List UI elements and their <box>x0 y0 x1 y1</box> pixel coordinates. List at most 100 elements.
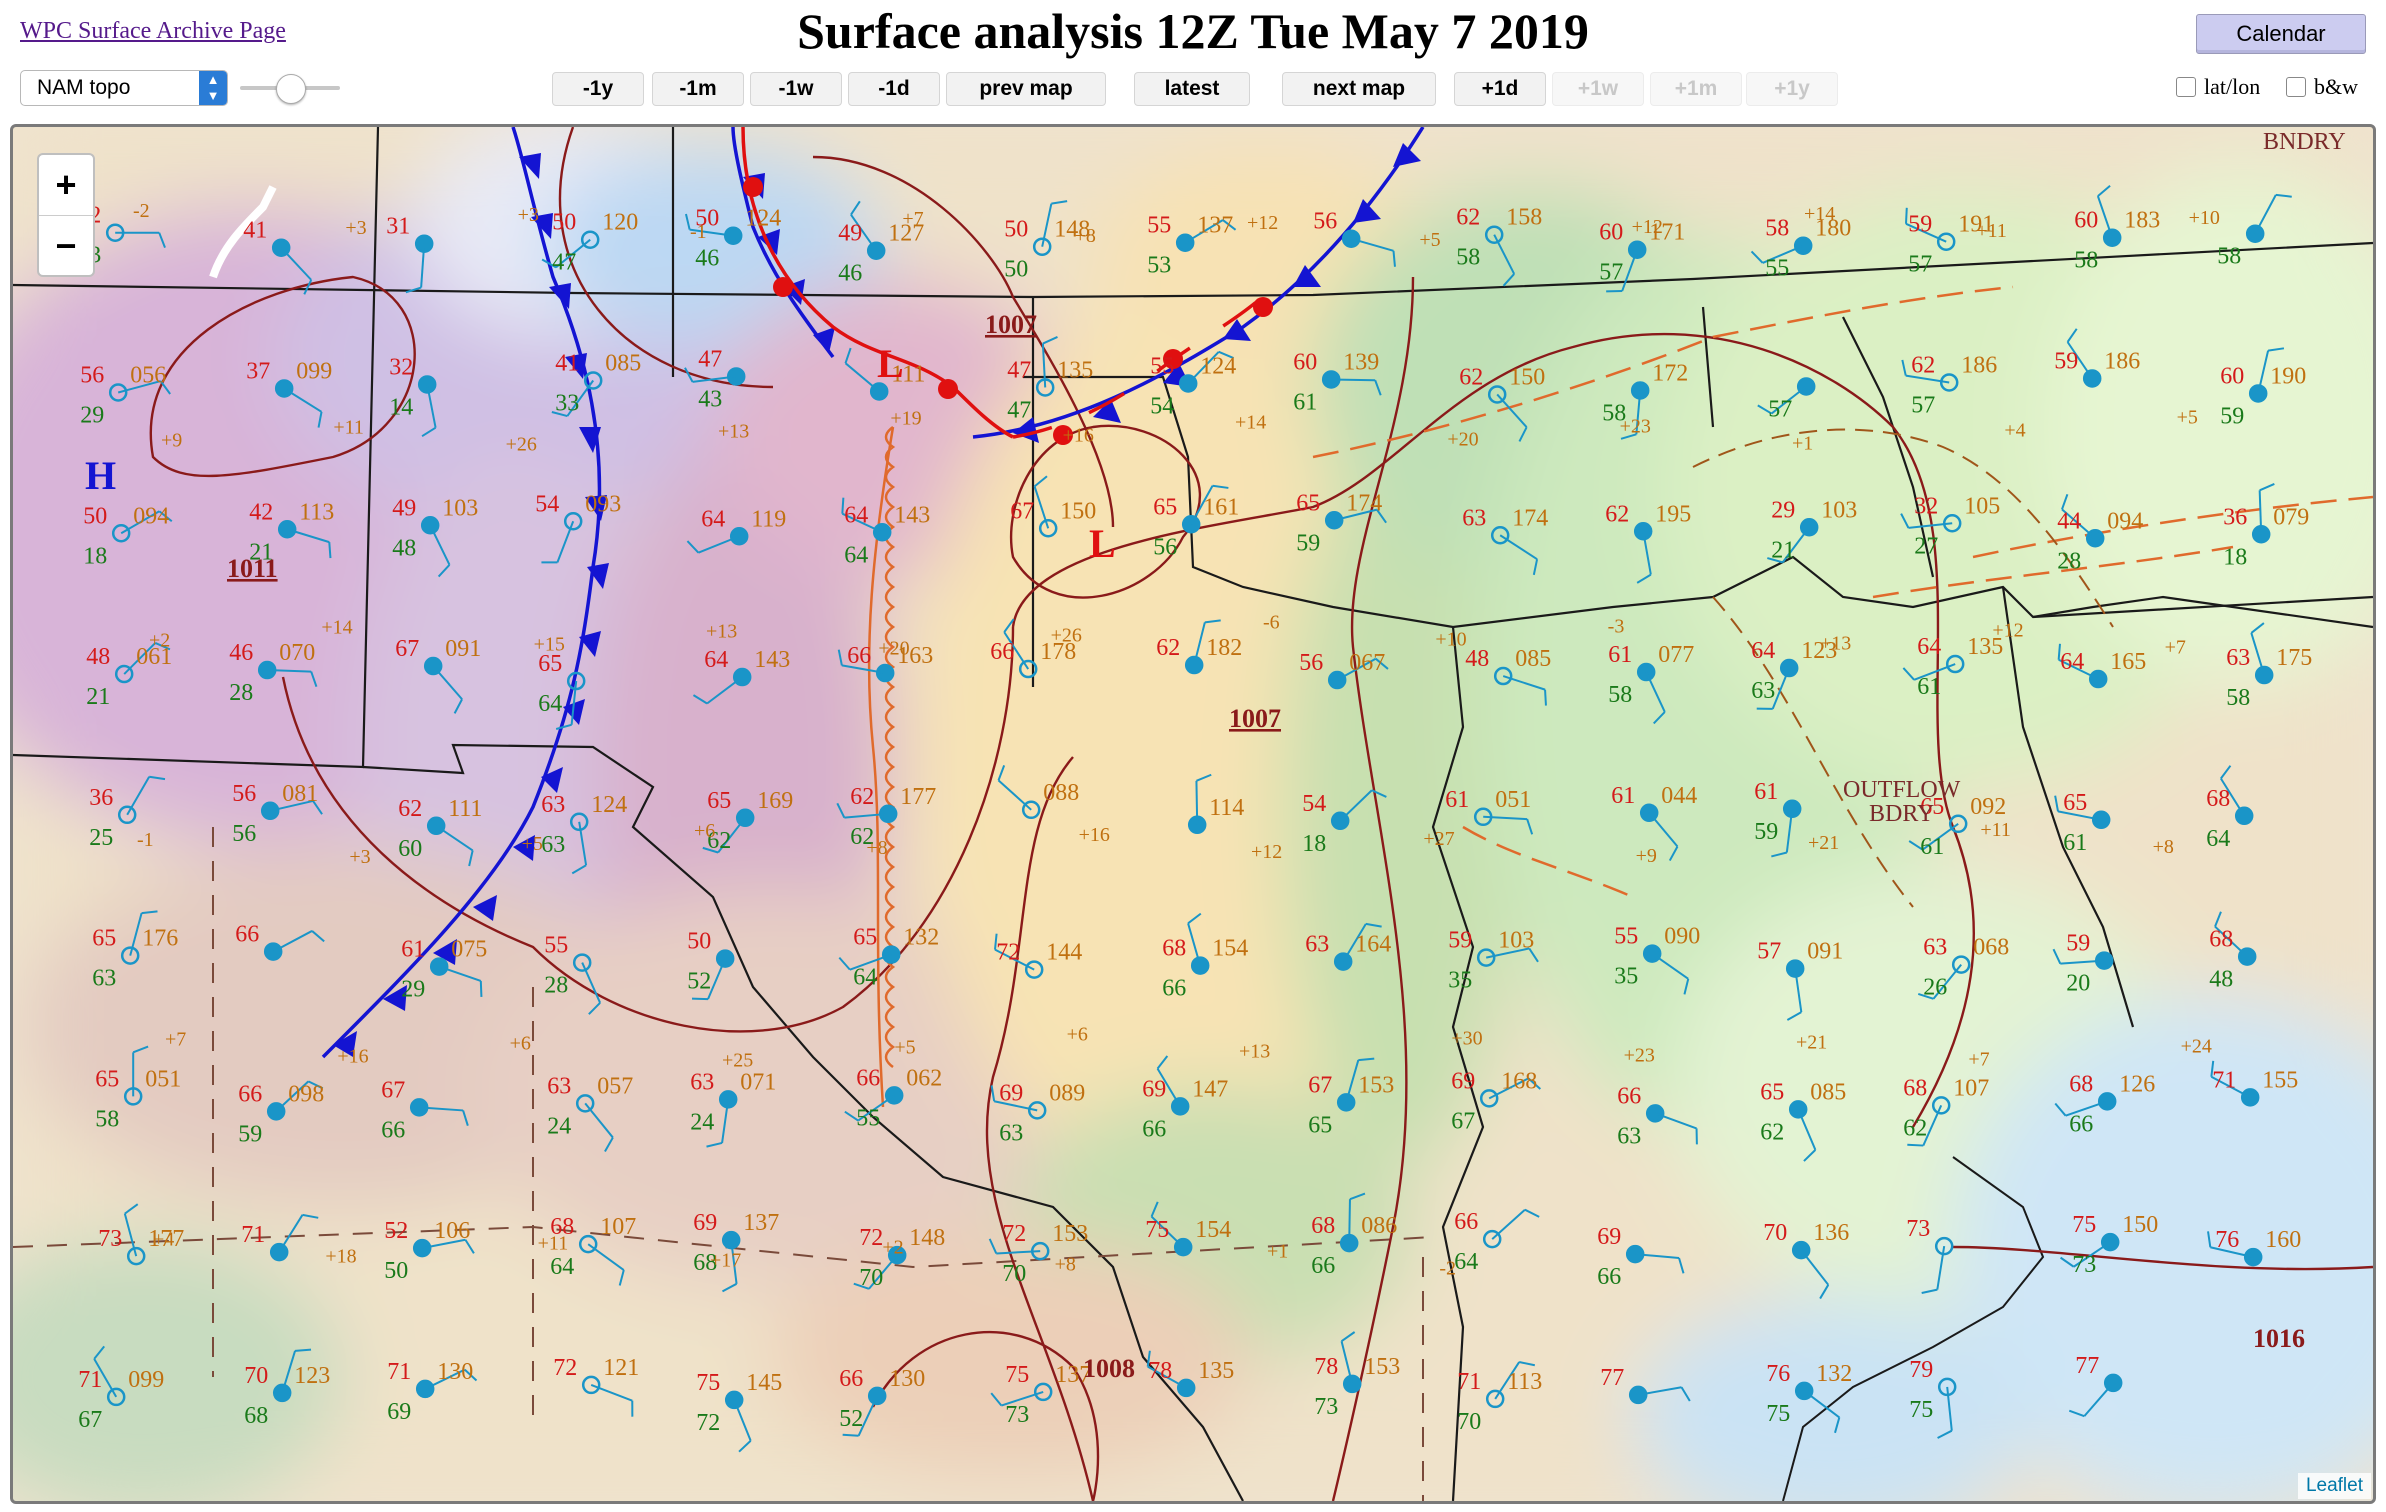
isobar-line <box>558 127 774 389</box>
nav-plus-1y-button[interactable]: +1y <box>1746 72 1838 106</box>
wind-barb-feather <box>1636 573 1652 584</box>
opacity-slider[interactable] <box>240 74 340 104</box>
cold-front-triangle <box>1293 265 1321 287</box>
cold-front-triangle <box>813 327 835 353</box>
station-temperature: 47 <box>1007 357 1031 383</box>
wind-barb-feather <box>706 1141 723 1148</box>
station-pressure: 144 <box>1046 940 1082 966</box>
cold-front-triangle <box>549 283 571 309</box>
surface-map[interactable]: 2223413150471205046124494612750501485553… <box>10 124 2376 1504</box>
station-pressure: 127 <box>888 221 924 247</box>
station-temperature: 72 <box>553 1355 577 1381</box>
latlon-toggle[interactable]: lat/lon <box>2176 74 2260 100</box>
station-temperature: 65 <box>1760 1079 1784 1105</box>
wind-barb-staff <box>1635 390 1642 435</box>
station-model: 65 59 174 <box>1296 490 1387 556</box>
zoom-in-button[interactable]: + <box>39 155 93 216</box>
station-model: 59 57 191 <box>1905 207 1994 278</box>
pressure-tendency: -2 <box>1439 1257 1456 1279</box>
isobar-line <box>812 155 1115 528</box>
wind-barb-staff <box>692 375 737 383</box>
wind-barb-feather <box>1921 1288 1938 1294</box>
nav-minus-1m-button[interactable]: -1m <box>652 72 744 106</box>
map-canvas[interactable]: 2223413150471205046124494612750501485553… <box>13 127 2373 1501</box>
station-temperature: 69 <box>693 1210 717 1236</box>
wind-barb-feather <box>1532 559 1539 576</box>
station-model: 64 143 <box>692 647 790 705</box>
station-dewpoint: 64 <box>844 542 868 568</box>
station-pressure: 191 <box>1958 212 1994 238</box>
nav-minus-1y-button[interactable]: -1y <box>552 72 644 106</box>
station-dewpoint: 33 <box>555 390 579 416</box>
station-circle <box>1939 373 1959 392</box>
pressure-tendency: +21 <box>1808 832 1839 854</box>
station-pressure: 171 <box>1649 220 1685 246</box>
archive-page-link[interactable]: WPC Surface Archive Page <box>20 18 286 44</box>
wind-barb-feather <box>2057 643 2061 660</box>
station-dewpoint: 57 <box>1908 252 1932 278</box>
dryline-path <box>867 426 895 1108</box>
nav-minus-1w-button[interactable]: -1w <box>750 72 842 106</box>
station-model: 49 48 103 <box>392 495 478 578</box>
station-circle <box>572 953 592 972</box>
wind-barb-staff <box>2250 632 2266 676</box>
latlon-checkbox[interactable] <box>2176 77 2196 97</box>
map-layer-select[interactable]: NAM topo ▲ ▼ <box>20 70 228 106</box>
station-circle <box>1033 1382 1053 1402</box>
nav-minus-1d-button[interactable]: -1d <box>848 72 940 106</box>
next-map-button[interactable]: next map <box>1282 72 1436 106</box>
nav-plus-1d-button[interactable]: +1d <box>1454 72 1546 106</box>
isobar-value-label: 1007 <box>985 310 1037 339</box>
latest-button[interactable]: latest <box>1134 72 1250 106</box>
wind-barb-feather <box>1767 557 1783 564</box>
station-model: 65 63 176 <box>92 910 178 992</box>
station-model: 111 <box>844 347 925 401</box>
warm-front-line <box>1012 285 1275 439</box>
station-circle <box>1485 1389 1505 1409</box>
pressure-tendency: +16 <box>1063 425 1094 447</box>
wind-barb-feather <box>850 200 861 216</box>
isobar-value-label: 1007 <box>1229 704 1281 733</box>
station-model: 68 66 086 <box>1311 1192 1397 1279</box>
nav-plus-1w-button[interactable]: +1w <box>1552 72 1644 106</box>
wind-barb-feather <box>541 258 557 269</box>
station-model: 64 61 135 <box>1902 634 2003 700</box>
station-temperature: 67 <box>1308 1072 1332 1098</box>
station-temperature: 29 <box>1771 497 1795 523</box>
prev-map-button[interactable]: prev map <box>946 72 1106 106</box>
station-pressure: 088 <box>1043 780 1079 806</box>
wind-barb-staff <box>1041 203 1053 247</box>
wind-barb-staff <box>286 528 330 544</box>
pressure-tendency: +15 <box>534 633 565 655</box>
bw-toggle[interactable]: b&w <box>2286 74 2358 100</box>
station-dewpoint: 63 <box>92 966 116 992</box>
cold-front-triangle <box>587 563 609 589</box>
station-pressure: 143 <box>754 647 790 673</box>
cold-front-triangle <box>541 767 563 793</box>
wind-barb-staff <box>2258 490 2263 535</box>
slider-thumb[interactable] <box>276 74 306 104</box>
station-pressure: 111 <box>448 796 482 822</box>
calendar-button[interactable]: Calendar <box>2196 14 2366 54</box>
station-model: 66 59 098 <box>238 1080 324 1147</box>
station-model: 72 121 <box>553 1355 639 1417</box>
wind-barb-feather <box>141 910 158 915</box>
wind-barb-feather <box>2207 1231 2212 1248</box>
border-line <box>1431 626 1485 1501</box>
station-dewpoint: 57 <box>1599 260 1623 286</box>
border-line <box>2032 595 2373 619</box>
station-model: 50 18 094 <box>83 503 173 569</box>
station-temperature: 41 <box>243 218 267 244</box>
wind-barb-feather <box>1678 1257 1685 1274</box>
station-dewpoint: 57 <box>1911 392 1935 418</box>
station-temperature: 61 <box>1608 642 1632 668</box>
station-model: 58 55 180 <box>1750 216 1851 282</box>
leaflet-attribution[interactable]: Leaflet <box>2297 1473 2371 1499</box>
nav-plus-1m-button[interactable]: +1m <box>1650 72 1742 106</box>
bw-checkbox[interactable] <box>2286 77 2306 97</box>
station-pressure: 123 <box>1801 638 1837 664</box>
wind-barb-staff <box>126 776 151 816</box>
station-model: 67 150 <box>1010 475 1096 538</box>
station-temperature: 69 <box>1142 1076 1166 1102</box>
zoom-out-button[interactable]: − <box>55 225 77 266</box>
